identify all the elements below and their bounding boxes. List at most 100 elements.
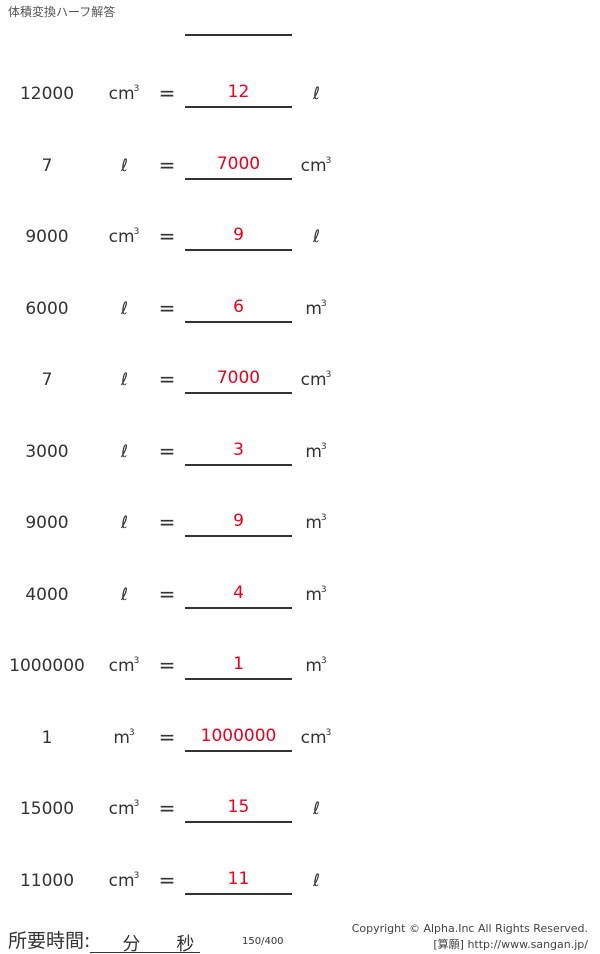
to-unit-text: m — [305, 656, 322, 676]
from-unit-exponent: 3 — [133, 656, 140, 666]
equals-sign: = — [158, 796, 176, 820]
worksheet-title: 体積変換ハーフ解答 — [8, 5, 116, 19]
problem-row: 9000 ℓ = 9 m3 — [0, 510, 600, 543]
equals-sign: = — [158, 438, 176, 463]
to-unit-text: ℓ — [312, 227, 321, 247]
problem-row: 7 ℓ = 7000 cm3 — [0, 367, 600, 400]
to-unit: m3 — [295, 656, 337, 676]
problem-row: 15000 cm3 = 15 ℓ — [0, 796, 600, 829]
from-unit-exponent: 3 — [133, 870, 140, 881]
answer-blank: 15 — [185, 797, 292, 823]
from-unit: cm3 — [100, 656, 148, 676]
answer-blank: 3 — [185, 440, 292, 466]
given-value: 3000 — [25, 441, 69, 462]
given-value: 4000 — [25, 584, 69, 605]
to-unit-text: m — [305, 441, 322, 462]
from-unit: cm3 — [100, 227, 148, 247]
answer-blank: 6 — [185, 297, 292, 323]
problem-row: 1 m3 = 1000000 cm3 — [0, 724, 600, 758]
equals-sign: = — [158, 81, 176, 105]
answer-blank: 7000 — [185, 154, 292, 180]
answer-blank: 9 — [185, 225, 292, 251]
from-unit-text: ℓ — [120, 298, 129, 319]
equals-sign: = — [158, 724, 176, 749]
to-unit-exponent: 3 — [320, 656, 327, 666]
from-unit-text: ℓ — [120, 441, 129, 462]
to-unit: ℓ — [295, 799, 337, 819]
from-unit: ℓ — [100, 585, 148, 605]
problem-row: 6000 ℓ = 6 m3 — [0, 296, 600, 329]
answer-blank: 9 — [185, 511, 292, 537]
given-value: 11000 — [19, 870, 75, 891]
from-unit: m3 — [100, 728, 148, 748]
problem-row: 9000 cm3 = 9 ℓ — [0, 224, 600, 257]
to-unit-text: m — [305, 298, 322, 319]
answer-blank: 7000 — [185, 368, 292, 394]
from-unit: ℓ — [100, 442, 148, 462]
to-unit: ℓ — [295, 84, 337, 104]
top-rule — [185, 34, 292, 36]
to-unit-exponent: 3 — [325, 155, 332, 166]
answer-blank: 1 — [185, 654, 292, 680]
given-value: 1000000 — [9, 656, 85, 676]
to-unit-text: m — [305, 513, 322, 533]
from-unit: cm3 — [100, 871, 148, 891]
given-value: 7 — [41, 155, 53, 176]
from-unit: ℓ — [100, 513, 148, 533]
to-unit: m3 — [295, 513, 337, 533]
to-unit-text: cm — [300, 727, 327, 748]
problem-row: 4000 ℓ = 4 m3 — [0, 582, 600, 615]
to-unit-text: cm — [300, 155, 327, 176]
from-unit-text: m — [113, 727, 130, 748]
to-unit-text: cm — [300, 370, 327, 390]
from-unit: cm3 — [100, 84, 148, 104]
to-unit: cm3 — [295, 728, 337, 748]
to-unit-exponent: 3 — [320, 513, 327, 523]
from-unit-text: ℓ — [120, 370, 129, 390]
to-unit-text: ℓ — [312, 870, 321, 891]
problem-row: 1000000 cm3 = 1 m3 — [0, 653, 600, 686]
equals-sign: = — [158, 152, 176, 177]
from-unit-exponent: 3 — [128, 727, 135, 738]
given-value: 1 — [41, 727, 53, 748]
site-url: [算願] http://www.sangan.jp/ — [433, 938, 588, 951]
from-unit-exponent: 3 — [133, 799, 140, 809]
from-unit-text: ℓ — [120, 513, 129, 533]
from-unit-text: cm — [108, 84, 135, 104]
page-number: 150/400 — [242, 936, 284, 947]
to-unit: ℓ — [295, 871, 337, 891]
given-value: 12000 — [19, 84, 75, 104]
equals-sign: = — [158, 367, 176, 391]
to-unit-text: m — [305, 584, 322, 605]
answer-blank: 4 — [185, 583, 292, 609]
to-unit-exponent: 3 — [320, 441, 327, 452]
from-unit: ℓ — [100, 370, 148, 390]
from-unit-text: cm — [108, 227, 135, 247]
equals-sign: = — [158, 510, 176, 534]
to-unit-exponent: 3 — [325, 727, 332, 738]
to-unit: m3 — [295, 585, 337, 605]
answer-blank: 12 — [185, 82, 292, 108]
seconds-label: 秒 — [176, 934, 195, 954]
given-value: 9000 — [25, 513, 69, 533]
copyright-block: Copyright © Alpha.Inc All Rights Reserve… — [352, 921, 588, 953]
time-blank: 分秒 — [90, 930, 201, 954]
to-unit-text: ℓ — [312, 84, 321, 104]
from-unit-text: cm — [108, 870, 135, 891]
from-unit-text: ℓ — [120, 584, 129, 605]
to-unit: cm3 — [295, 370, 337, 390]
from-unit: ℓ — [100, 156, 148, 176]
minutes-label: 分 — [122, 934, 141, 954]
from-unit-text: ℓ — [120, 155, 129, 176]
given-value: 6000 — [25, 298, 69, 319]
from-unit-exponent: 3 — [133, 84, 140, 94]
to-unit-exponent: 3 — [320, 584, 327, 595]
to-unit: m3 — [295, 442, 337, 462]
to-unit: m3 — [295, 299, 337, 319]
answer-blank: 1000000 — [185, 726, 292, 752]
problem-row: 7 ℓ = 7000 cm3 — [0, 152, 600, 186]
given-value: 7 — [41, 370, 53, 390]
to-unit: ℓ — [295, 227, 337, 247]
from-unit-text: cm — [108, 799, 135, 819]
